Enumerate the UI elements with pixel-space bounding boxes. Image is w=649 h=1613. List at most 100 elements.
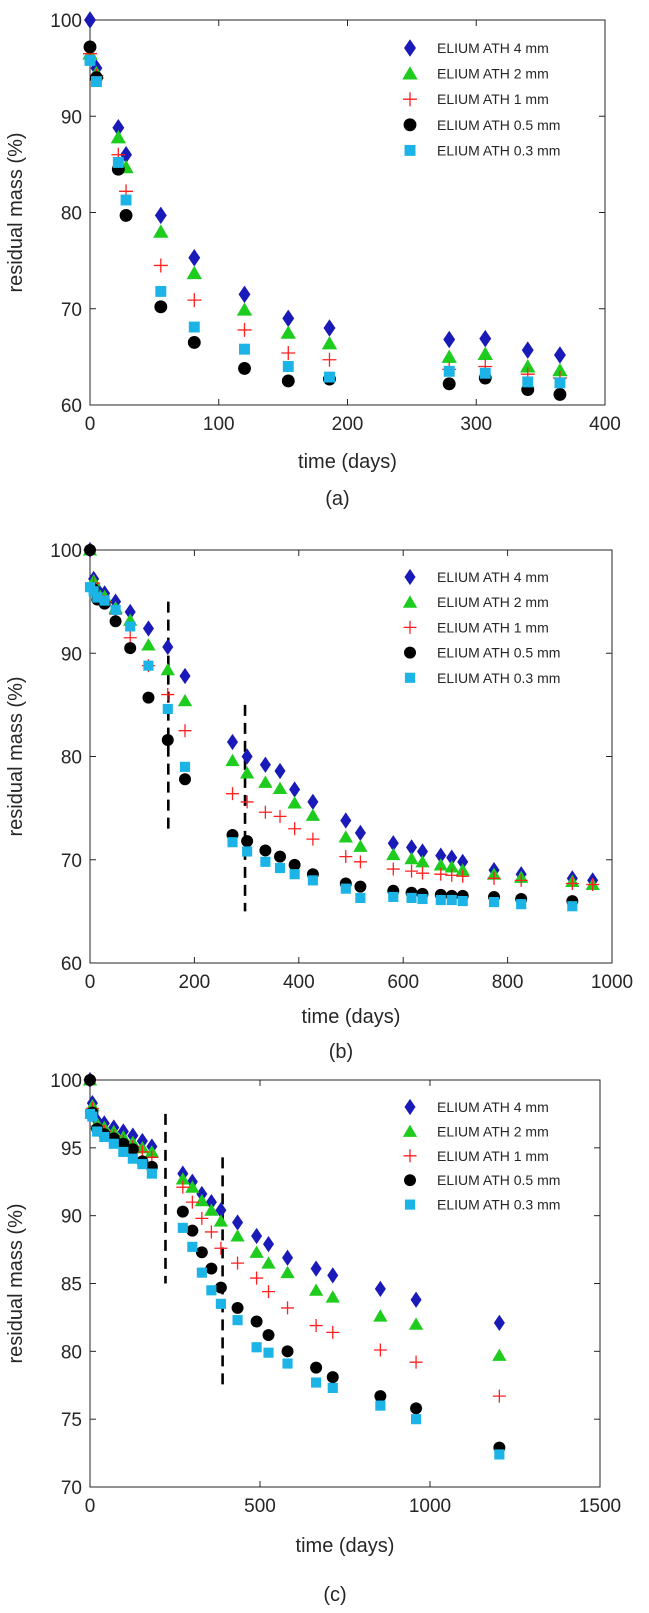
data-point — [553, 346, 566, 364]
data-point — [310, 1361, 323, 1374]
data-point — [179, 773, 191, 786]
data-point — [373, 1309, 388, 1322]
data-point — [126, 1143, 139, 1156]
data-point — [274, 862, 286, 874]
x-axis-label: time (days) — [296, 1535, 395, 1557]
data-point — [110, 604, 121, 615]
data-point — [194, 1193, 210, 1207]
x-tick-label: 600 — [387, 972, 419, 993]
data-point — [338, 830, 353, 843]
data-point — [417, 893, 428, 905]
x-axis-label: time (days) — [302, 1006, 401, 1028]
data-point — [354, 880, 367, 893]
panel-caption: (c) — [323, 1584, 346, 1606]
x-tick-label: 0 — [85, 1496, 96, 1517]
data-point — [282, 1358, 293, 1369]
data-point — [186, 265, 202, 280]
data-point — [108, 1138, 119, 1149]
data-point — [187, 1241, 198, 1252]
data-point — [250, 1315, 263, 1328]
y-tick-label: 80 — [61, 204, 82, 225]
data-point — [215, 1202, 227, 1219]
data-point — [410, 1414, 422, 1425]
data-point — [374, 1280, 386, 1298]
y-tick-label: 90 — [61, 1207, 82, 1228]
data-point — [282, 361, 294, 372]
data-point — [552, 363, 568, 377]
data-point — [387, 835, 399, 852]
data-point — [516, 899, 527, 910]
data-point — [205, 1193, 217, 1211]
data-point — [262, 1285, 275, 1299]
data-point — [179, 667, 191, 685]
legend-marker — [402, 1124, 418, 1137]
legend-marker — [404, 1174, 416, 1187]
data-point — [213, 1214, 229, 1227]
data-point — [204, 1203, 219, 1216]
data-point — [227, 837, 238, 848]
data-point — [287, 796, 302, 809]
data-point — [273, 809, 287, 823]
data-point — [230, 1229, 245, 1242]
data-point — [242, 846, 253, 857]
y-tick-label: 80 — [61, 748, 82, 769]
data-point — [84, 54, 96, 66]
legend-marker — [404, 1098, 416, 1116]
data-point — [408, 1317, 424, 1330]
y-tick-label: 70 — [61, 1478, 82, 1499]
data-point — [307, 875, 318, 886]
data-point — [241, 748, 253, 765]
data-point — [494, 1449, 505, 1460]
data-point — [187, 293, 202, 308]
legend-marker — [404, 672, 416, 683]
x-tick-label: 100 — [203, 414, 235, 435]
data-point — [445, 868, 459, 882]
data-point — [146, 1168, 157, 1179]
data-point — [586, 878, 600, 892]
legend-label: ELIUM ATH 4 mm — [437, 1099, 549, 1115]
data-point — [154, 300, 168, 314]
data-point — [323, 319, 336, 337]
data-point — [281, 1301, 295, 1315]
data-point — [281, 1345, 294, 1358]
data-point — [280, 325, 296, 339]
data-point — [179, 761, 191, 772]
y-tick-label: 100 — [50, 541, 82, 562]
data-point — [415, 854, 430, 868]
x-tick-label: 500 — [244, 1496, 276, 1517]
data-point — [84, 11, 96, 29]
data-point — [433, 858, 448, 871]
legend-marker — [403, 118, 417, 132]
data-point — [327, 1382, 338, 1394]
chart-panel-a: 0 100 200 300 400 60 70 80 90 100 time (days) resid… — [5, 11, 621, 510]
data-point — [281, 346, 296, 361]
y-tick-label: 85 — [61, 1275, 82, 1296]
panel-caption: (b) — [329, 1041, 353, 1063]
data-point — [92, 1126, 103, 1137]
data-point — [195, 1211, 209, 1225]
data-point — [120, 194, 132, 206]
data-point — [354, 824, 366, 842]
data-point — [232, 1315, 243, 1326]
data-point — [162, 703, 173, 715]
data-point — [263, 1347, 274, 1358]
data-point — [288, 822, 302, 836]
data-point — [142, 620, 154, 637]
data-point — [188, 321, 200, 333]
data-point — [311, 1377, 322, 1388]
legend-marker — [403, 1149, 417, 1163]
data-point — [353, 855, 367, 869]
data-point — [99, 1131, 110, 1143]
data-point — [153, 258, 168, 273]
data-point — [177, 1222, 188, 1233]
data-point — [206, 1285, 217, 1296]
data-point — [455, 863, 470, 876]
data-point — [261, 1256, 276, 1269]
series-group — [84, 54, 566, 389]
data-point — [404, 851, 419, 865]
data-point — [388, 891, 399, 902]
data-point — [240, 795, 254, 809]
x-tick-label: 200 — [179, 972, 211, 993]
data-point — [117, 1137, 130, 1150]
data-point — [444, 860, 459, 873]
